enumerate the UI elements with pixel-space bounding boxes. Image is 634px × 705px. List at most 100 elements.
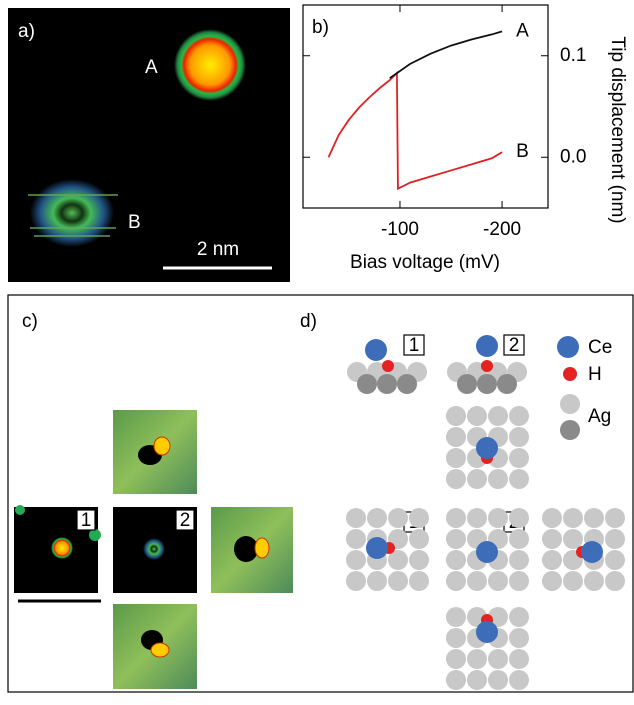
ag-atom xyxy=(509,508,529,528)
ag-atom xyxy=(446,529,466,549)
ag-atom xyxy=(467,508,487,528)
image-number: 2 xyxy=(180,510,191,531)
ag-atom xyxy=(467,649,487,669)
side-view: 1 xyxy=(347,334,427,394)
ag-atom xyxy=(409,550,429,570)
ag-atom xyxy=(367,508,387,528)
y-axis-label: Tip displacement (nm) xyxy=(607,36,628,223)
ag-atom xyxy=(388,550,408,570)
ag-atom xyxy=(446,550,466,570)
ag-atom xyxy=(584,571,604,591)
ag-atom xyxy=(509,529,529,549)
spot-label: A xyxy=(145,57,158,78)
ag-atom xyxy=(446,448,466,468)
ag-atom xyxy=(584,508,604,528)
panel-d: d) 1 2 Ce H Ag 1 2 xyxy=(300,311,625,690)
ag-atom xyxy=(509,406,529,426)
config-number: 2 xyxy=(509,335,520,356)
legend-label: H xyxy=(588,364,602,385)
panel-c: c) 1 2 5 nm xyxy=(14,311,293,689)
ag-atom xyxy=(346,571,366,591)
ag-atom xyxy=(367,571,387,591)
x-tick-label: -200 xyxy=(483,219,521,240)
ag-atom xyxy=(409,508,429,528)
ag-atom xyxy=(467,469,487,489)
top-view xyxy=(542,508,625,591)
ag-atom xyxy=(542,571,562,591)
ag-atom xyxy=(346,550,366,570)
ag-atom xyxy=(542,508,562,528)
panel-b: b) Bias voltage (mV) Tip displacement (n… xyxy=(302,4,628,273)
ag-atom xyxy=(509,571,529,591)
ce-atom xyxy=(476,621,498,643)
panel-label: d) xyxy=(300,311,317,332)
ag-atom xyxy=(446,670,466,690)
ag-atom xyxy=(488,670,508,690)
ag-atom xyxy=(605,508,625,528)
ag-atom xyxy=(488,649,508,669)
ag-atom xyxy=(446,571,466,591)
legend-swatch xyxy=(563,367,577,381)
legend-label: Ce xyxy=(588,337,612,358)
ag-atom xyxy=(488,571,508,591)
ag-atom xyxy=(488,406,508,426)
scale-label: 5 nm xyxy=(37,573,79,594)
ag-atom xyxy=(488,469,508,489)
ag-atom xyxy=(563,508,583,528)
ag-atom xyxy=(509,550,529,570)
panel-label: a) xyxy=(18,21,35,42)
scale-label: 2 nm xyxy=(197,239,239,260)
ag-atom xyxy=(409,529,429,549)
ag-atom xyxy=(346,529,366,549)
legend-label: Ag xyxy=(588,406,611,427)
ce-atom xyxy=(366,537,388,559)
top-view xyxy=(346,508,429,591)
top-view xyxy=(446,607,529,690)
frame xyxy=(7,294,634,693)
spot-a xyxy=(174,29,246,101)
ag-atom xyxy=(563,571,583,591)
ag-atom xyxy=(388,571,408,591)
data-line xyxy=(327,70,503,191)
ag-atom xyxy=(446,427,466,447)
ag-atom xyxy=(542,550,562,570)
ag-atom xyxy=(446,607,466,627)
x-tick-label: -100 xyxy=(381,219,419,240)
legend-swatch xyxy=(560,394,580,414)
ag-atom xyxy=(488,508,508,528)
ag-atom xyxy=(467,670,487,690)
plot-frame xyxy=(302,4,549,209)
ag-atom xyxy=(605,571,625,591)
ag-atom xyxy=(509,628,529,648)
data-line xyxy=(389,30,503,79)
series-label: A xyxy=(516,20,529,41)
panel-a: a) A B 2 nm xyxy=(8,8,290,282)
ag-atom xyxy=(509,469,529,489)
x-axis-label: Bias voltage (mV) xyxy=(350,252,500,273)
ag-atom xyxy=(446,628,466,648)
image-number: 1 xyxy=(81,510,92,531)
side-view: 2 xyxy=(447,334,527,394)
scan-streaks xyxy=(28,194,118,237)
ce-atom xyxy=(581,541,603,563)
ag-atom xyxy=(488,607,508,627)
ag-atom xyxy=(388,508,408,528)
ag-atom xyxy=(446,406,466,426)
ag-atom xyxy=(446,649,466,669)
legend-swatch xyxy=(560,420,580,440)
ag-atom xyxy=(605,529,625,549)
y-tick-label: 0.0 xyxy=(560,146,586,167)
top-view xyxy=(446,508,529,591)
ag-atom xyxy=(467,571,487,591)
ag-atom xyxy=(563,529,583,549)
legend-swatch xyxy=(557,336,579,358)
panel-label: c) xyxy=(22,311,38,332)
ag-atom xyxy=(467,406,487,426)
ag-atom xyxy=(509,670,529,690)
ag-atom xyxy=(509,607,529,627)
top-view xyxy=(446,406,529,489)
spot-label: B xyxy=(128,212,141,233)
series-label: B xyxy=(516,141,529,162)
ag-atom xyxy=(542,529,562,549)
